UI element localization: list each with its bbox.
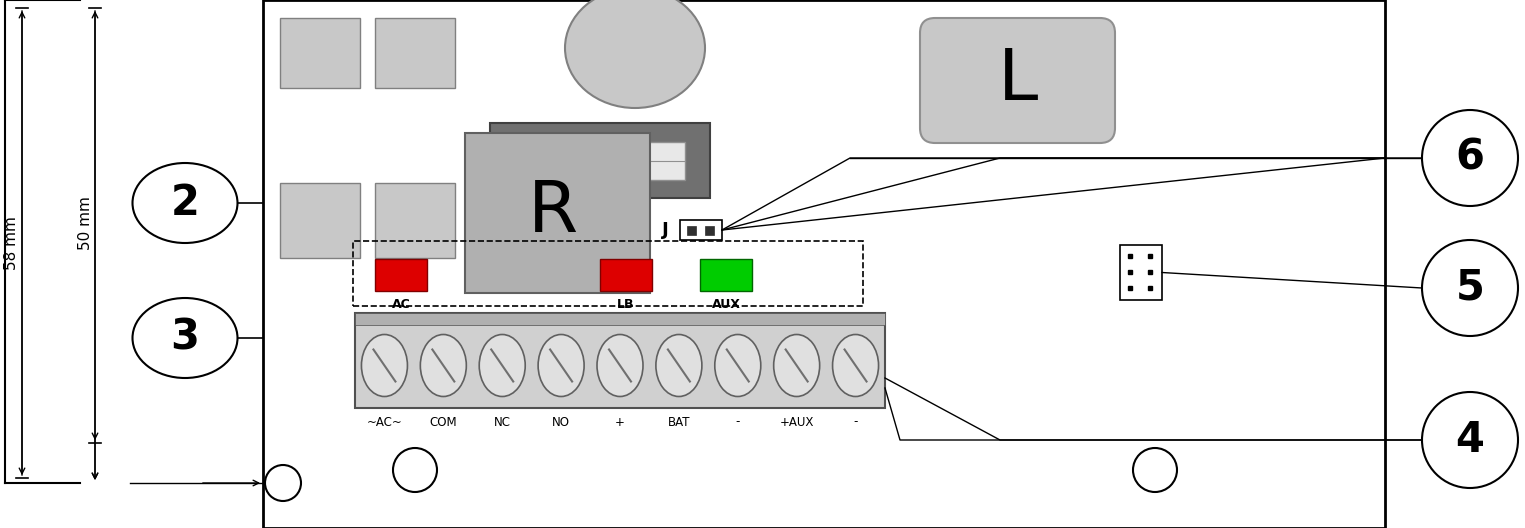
Text: BAT: BAT [668, 416, 691, 429]
Bar [515, 142, 685, 180]
Text: J: J [662, 221, 668, 239]
Bar [352, 241, 863, 306]
Text: +: + [615, 416, 625, 429]
Ellipse shape [479, 335, 525, 397]
Bar [375, 183, 454, 258]
Ellipse shape [715, 335, 761, 397]
Text: R: R [528, 178, 578, 248]
Text: -: - [735, 416, 740, 429]
Bar [599, 259, 653, 291]
Ellipse shape [833, 335, 878, 397]
Ellipse shape [133, 298, 238, 378]
Bar [680, 220, 721, 240]
Text: 50 mm: 50 mm [78, 196, 93, 250]
Text: 2: 2 [171, 182, 200, 224]
Bar [355, 313, 884, 325]
Ellipse shape [538, 335, 584, 397]
Circle shape [1133, 448, 1177, 492]
Text: 3: 3 [171, 317, 200, 359]
Text: COM: COM [430, 416, 458, 429]
Circle shape [265, 465, 300, 501]
Ellipse shape [421, 335, 467, 397]
Bar [355, 313, 884, 408]
Text: 58 mm: 58 mm [5, 216, 20, 270]
Circle shape [1421, 240, 1517, 336]
Bar [686, 226, 695, 235]
Bar [375, 259, 427, 291]
Bar [281, 183, 360, 258]
Bar [262, 0, 1385, 528]
Circle shape [393, 448, 438, 492]
Bar [700, 259, 752, 291]
Text: LB: LB [618, 298, 634, 312]
Bar [490, 123, 711, 198]
Circle shape [1421, 110, 1517, 206]
Text: 5: 5 [1455, 267, 1484, 309]
Ellipse shape [596, 335, 644, 397]
Bar [1119, 245, 1162, 300]
Text: AC: AC [392, 298, 410, 312]
Ellipse shape [773, 335, 819, 397]
Text: ~AC~: ~AC~ [366, 416, 403, 429]
Circle shape [1421, 392, 1517, 488]
Bar [281, 18, 360, 88]
Bar [705, 226, 714, 235]
Ellipse shape [361, 335, 407, 397]
Text: L: L [997, 45, 1039, 115]
Text: 6: 6 [1455, 137, 1484, 179]
Text: +AUX: +AUX [779, 416, 814, 429]
FancyBboxPatch shape [920, 18, 1115, 143]
Bar [375, 18, 454, 88]
Ellipse shape [133, 163, 238, 243]
Text: -: - [854, 416, 857, 429]
Ellipse shape [656, 335, 702, 397]
Text: NO: NO [552, 416, 570, 429]
Text: AUX: AUX [712, 298, 741, 312]
Bar [465, 133, 650, 293]
Text: 4: 4 [1455, 419, 1484, 461]
Text: NC: NC [494, 416, 511, 429]
Ellipse shape [564, 0, 705, 108]
